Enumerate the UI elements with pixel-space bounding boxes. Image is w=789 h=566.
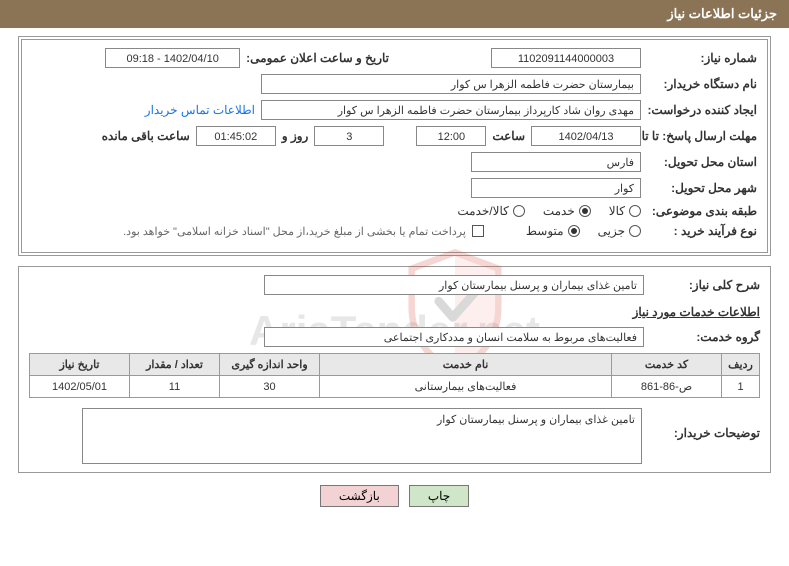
buyer-notes-label: توضیحات خریدار: <box>650 408 760 440</box>
days-remaining: 3 <box>314 126 384 146</box>
services-table: ردیف کد خدمت نام خدمت واحد اندازه گیری ت… <box>29 353 760 398</box>
col-code: کد خدمت <box>612 354 722 376</box>
buyer-org-value: بیمارستان حضرت فاطمه الزهرا س کوار <box>261 74 641 94</box>
services-heading: اطلاعات خدمات مورد نیاز <box>29 305 760 319</box>
buyer-org-label: نام دستگاه خریدار: <box>647 77 757 91</box>
row-city: شهر محل تحویل: کوار <box>32 178 757 198</box>
province-label: استان محل تحویل: <box>647 155 757 169</box>
row-desc: شرح کلی نیاز: تامین غذای بیماران و پرسنل… <box>29 275 760 295</box>
city-label: شهر محل تحویل: <box>647 181 757 195</box>
service-group-label: گروه خدمت: <box>650 330 760 344</box>
row-need-no: شماره نیاز: 1102091144000003 تاریخ و ساع… <box>32 48 757 68</box>
radio-goods[interactable]: کالا <box>609 204 641 218</box>
row-requester: ایجاد کننده درخواست: مهدی روان شاد کارپر… <box>32 100 757 120</box>
radio-minor[interactable]: جزیی <box>598 224 641 238</box>
radio-service[interactable]: خدمت <box>543 204 591 218</box>
row-service-group: گروه خدمت: فعالیت‌های مربوط به سلامت انس… <box>29 327 760 347</box>
action-buttons: چاپ بازگشت <box>0 485 789 507</box>
row-category: طبقه بندی موضوعی: کالا خدمت کالا/خدمت <box>32 204 757 218</box>
radio-icon <box>579 205 591 217</box>
requester-value: مهدی روان شاد کارپرداز بیمارستان حضرت فا… <box>261 100 641 120</box>
need-no-value: 1102091144000003 <box>491 48 641 68</box>
province-value: فارس <box>471 152 641 172</box>
category-label: طبقه بندی موضوعی: <box>647 204 757 218</box>
cell-date: 1402/05/01 <box>30 376 130 398</box>
services-panel: AriaTender.net شرح کلی نیاز: تامین غذای … <box>18 266 771 473</box>
category-radio-group: کالا خدمت کالا/خدمت <box>457 204 641 218</box>
col-date: تاریخ نیاز <box>30 354 130 376</box>
treasury-checkbox[interactable] <box>472 225 484 237</box>
info-panel-outer: شماره نیاز: 1102091144000003 تاریخ و ساع… <box>18 36 771 256</box>
remain-label: ساعت باقی مانده <box>102 129 190 143</box>
table-row: 1 ص-86-861 فعالیت‌های بیمارستانی 30 11 1… <box>30 376 760 398</box>
service-group-value: فعالیت‌های مربوط به سلامت انسان و مددکار… <box>264 327 644 347</box>
proc-label: نوع فرآیند خرید : <box>647 224 757 238</box>
radio-medium[interactable]: متوسط <box>526 224 580 238</box>
time-word: ساعت <box>492 129 525 143</box>
deadline-date: 1402/04/13 <box>531 126 641 146</box>
cell-row-no: 1 <box>722 376 760 398</box>
contact-buyer-link[interactable]: اطلاعات تماس خریدار <box>145 103 255 117</box>
days-and-label: روز و <box>282 129 309 143</box>
deadline-label: مهلت ارسال پاسخ: تا تاریخ: <box>647 129 757 143</box>
radio-icon <box>513 205 525 217</box>
radio-icon <box>629 205 641 217</box>
header-bar: جزئیات اطلاعات نیاز <box>0 0 789 28</box>
radio-icon <box>568 225 580 237</box>
services-table-wrap: ردیف کد خدمت نام خدمت واحد اندازه گیری ت… <box>29 353 760 398</box>
header-title: جزئیات اطلاعات نیاز <box>667 6 777 21</box>
announce-value: 1402/04/10 - 09:18 <box>105 48 240 68</box>
info-panel: شماره نیاز: 1102091144000003 تاریخ و ساع… <box>21 39 768 253</box>
time-remaining: 01:45:02 <box>196 126 276 146</box>
city-value: کوار <box>471 178 641 198</box>
page-container: جزئیات اطلاعات نیاز شماره نیاز: 11020911… <box>0 0 789 566</box>
deadline-time: 12:00 <box>416 126 486 146</box>
proc-radio-group: جزیی متوسط <box>526 224 641 238</box>
row-deadline: مهلت ارسال پاسخ: تا تاریخ: 1402/04/13 سا… <box>32 126 757 146</box>
row-procurement: نوع فرآیند خرید : جزیی متوسط پرداخت تمام… <box>32 224 757 238</box>
desc-value: تامین غذای بیماران و پرسنل بیمارستان کوا… <box>264 275 644 295</box>
need-no-label: شماره نیاز: <box>647 51 757 65</box>
cell-unit: 30 <box>220 376 320 398</box>
row-province: استان محل تحویل: فارس <box>32 152 757 172</box>
announce-label: تاریخ و ساعت اعلان عمومی: <box>246 51 389 65</box>
pay-note: پرداخت تمام یا بخشی از مبلغ خرید،از محل … <box>123 225 466 238</box>
col-unit: واحد اندازه گیری <box>220 354 320 376</box>
table-header-row: ردیف کد خدمت نام خدمت واحد اندازه گیری ت… <box>30 354 760 376</box>
print-button[interactable]: چاپ <box>409 485 469 507</box>
col-name: نام خدمت <box>320 354 612 376</box>
requester-label: ایجاد کننده درخواست: <box>647 103 757 117</box>
radio-icon <box>629 225 641 237</box>
row-buyer-org: نام دستگاه خریدار: بیمارستان حضرت فاطمه … <box>32 74 757 94</box>
back-button[interactable]: بازگشت <box>320 485 399 507</box>
cell-code: ص-86-861 <box>612 376 722 398</box>
radio-both[interactable]: کالا/خدمت <box>457 204 524 218</box>
col-qty: تعداد / مقدار <box>130 354 220 376</box>
desc-label: شرح کلی نیاز: <box>650 278 760 292</box>
cell-name: فعالیت‌های بیمارستانی <box>320 376 612 398</box>
buyer-notes-value: تامین غذای بیماران و پرسنل بیمارستان کوا… <box>82 408 642 464</box>
col-row-no: ردیف <box>722 354 760 376</box>
cell-qty: 11 <box>130 376 220 398</box>
row-buyer-notes: توضیحات خریدار: تامین غذای بیماران و پرس… <box>29 408 760 464</box>
